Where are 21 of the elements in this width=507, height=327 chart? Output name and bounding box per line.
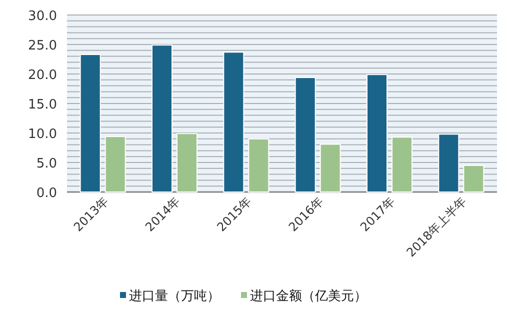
bar	[80, 54, 101, 192]
y-tick-label: 0.0	[36, 186, 57, 201]
bar	[438, 134, 460, 192]
bar	[223, 52, 244, 192]
y-tick-label: 30.0	[28, 9, 57, 24]
legend-label: 进口量（万吨）	[129, 289, 220, 304]
y-tick-label: 15.0	[28, 98, 57, 112]
y-tick-label: 25.0	[28, 38, 57, 54]
bar	[104, 136, 126, 192]
bar	[152, 44, 172, 192]
legend-label: 进口金额（亿美元）	[250, 288, 367, 304]
bar	[248, 138, 270, 192]
bar	[463, 164, 484, 192]
bar	[366, 74, 388, 192]
bar	[392, 136, 412, 192]
y-tick-label: 20.0	[28, 68, 57, 83]
bar	[320, 144, 341, 192]
bar	[294, 77, 316, 192]
y-tick-label: 10.0	[28, 127, 57, 142]
y-tick-label: 5.0	[36, 156, 57, 172]
bar	[176, 133, 198, 192]
